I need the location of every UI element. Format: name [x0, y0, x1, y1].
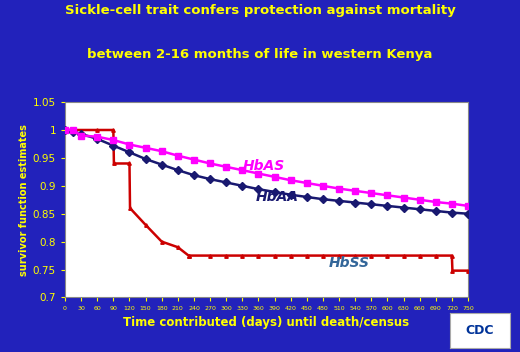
- Text: HbSS: HbSS: [328, 256, 369, 270]
- Text: between 2-16 months of life in western Kenya: between 2-16 months of life in western K…: [87, 48, 433, 61]
- Text: CDC: CDC: [465, 325, 494, 337]
- Y-axis label: survivor function estimates: survivor function estimates: [19, 124, 29, 276]
- Text: HbAS: HbAS: [242, 159, 284, 173]
- X-axis label: Time contributed (days) until death/census: Time contributed (days) until death/cens…: [123, 316, 410, 329]
- Text: HbAA: HbAA: [256, 190, 299, 205]
- Text: Sickle-cell trait confers protection against mortality: Sickle-cell trait confers protection aga…: [64, 4, 456, 17]
